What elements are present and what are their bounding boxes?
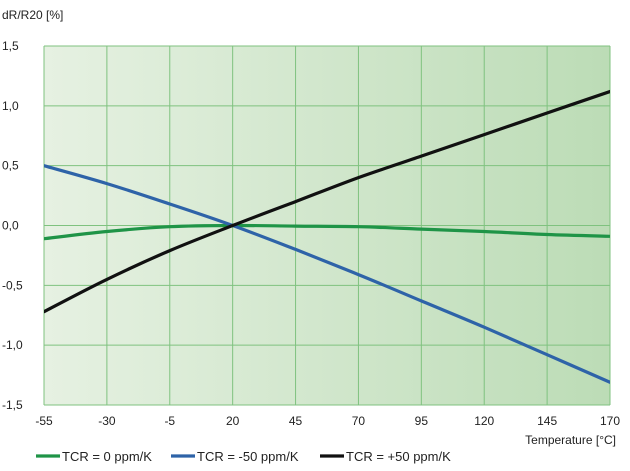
legend: TCR = 0 ppm/K TCR = -50 ppm/K TCR = +50 pp… (36, 449, 451, 464)
y-tick-labels: -1,5 -1,0 -0,5 0,0 0,5 1,0 1,5 (2, 39, 23, 412)
x-tick-label: 170 (600, 414, 620, 428)
x-tick-label: -30 (98, 414, 116, 428)
y-tick-label: -1,0 (2, 338, 23, 352)
series-line-0 (44, 223, 610, 241)
y-tick-label: -0,5 (2, 278, 23, 292)
x-tick-labels: -55 -30 -5 20 45 70 95 120 145 170 (35, 414, 620, 428)
x-tick-label: -55 (35, 414, 53, 428)
x-tick-label: 120 (474, 414, 494, 428)
legend-label: TCR = -50 ppm/K (197, 449, 299, 464)
y-axis-title: dR/R20 [%] (2, 8, 63, 22)
legend-label: TCR = 0 ppm/K (62, 449, 152, 464)
x-tick-label: 45 (289, 414, 303, 428)
legend-label: TCR = +50 ppm/K (346, 449, 451, 464)
x-tick-label: 70 (352, 414, 366, 428)
y-tick-label: 1,0 (2, 99, 19, 113)
x-tick-label: 95 (415, 414, 429, 428)
series-group (44, 89, 610, 384)
x-tick-label: 20 (226, 414, 240, 428)
y-tick-label: 0,0 (2, 219, 19, 233)
series-line-1 (44, 164, 610, 384)
series-line-2 (44, 89, 610, 314)
x-tick-label: -5 (164, 414, 175, 428)
x-axis-title: Temperature [°C] (525, 433, 616, 447)
y-tick-label: 1,5 (2, 39, 19, 53)
y-tick-label: 0,5 (2, 159, 19, 173)
y-tick-label: -1,5 (2, 398, 23, 412)
x-tick-label: 145 (537, 414, 557, 428)
